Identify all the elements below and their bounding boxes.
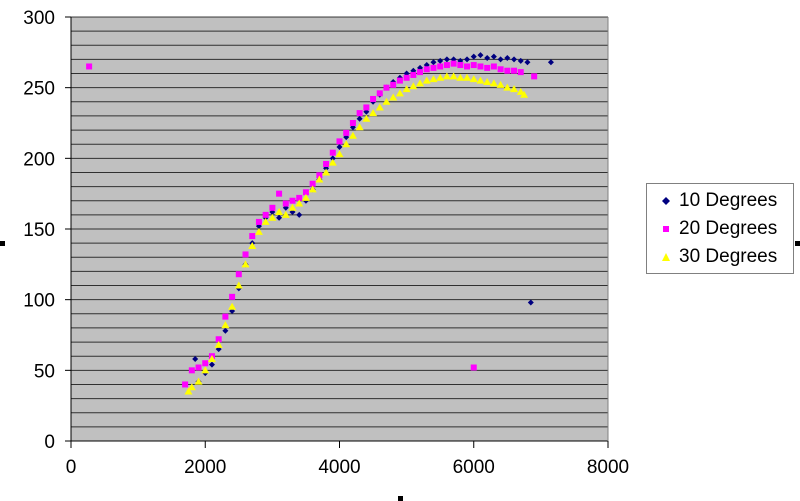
series-30-degrees: [184, 72, 529, 395]
legend-label: 30 Degrees: [679, 246, 778, 267]
square-marker-icon: [657, 224, 675, 234]
svg-text:50: 50: [34, 361, 55, 382]
diamond-marker-icon: [657, 196, 675, 206]
svg-text:100: 100: [23, 291, 55, 312]
legend-item-20-degrees: 20 Degrees: [657, 215, 777, 243]
svg-text:200: 200: [23, 149, 55, 170]
svg-text:150: 150: [23, 220, 55, 241]
legend-item-10-degrees: 10 Degrees: [657, 187, 777, 215]
x-axis-ticks: 0 2000 4000 6000 8000: [66, 441, 629, 478]
series-20-degrees: [86, 60, 538, 388]
triangle-marker-icon: [657, 252, 675, 262]
svg-text:300: 300: [23, 8, 55, 29]
svg-text:250: 250: [23, 79, 55, 100]
legend-label: 10 Degrees: [679, 190, 778, 211]
svg-text:0: 0: [66, 457, 77, 478]
legend-item-30-degrees: 30 Degrees: [657, 243, 777, 271]
selection-handle-left[interactable]: [0, 241, 5, 246]
legend: 10 Degrees 20 Degrees 30 Degrees: [646, 183, 794, 274]
legend-label: 20 Degrees: [679, 218, 778, 239]
data-points: [86, 52, 554, 395]
y-axis-ticks: 0 50 100 150 200 250 300: [23, 8, 71, 453]
selection-handle-right[interactable]: [795, 241, 800, 246]
selection-handle-bottom[interactable]: [398, 496, 403, 501]
svg-text:4000: 4000: [318, 457, 360, 478]
svg-text:6000: 6000: [453, 457, 495, 478]
svg-text:0: 0: [44, 432, 55, 453]
svg-text:8000: 8000: [587, 457, 629, 478]
svg-text:2000: 2000: [184, 457, 226, 478]
